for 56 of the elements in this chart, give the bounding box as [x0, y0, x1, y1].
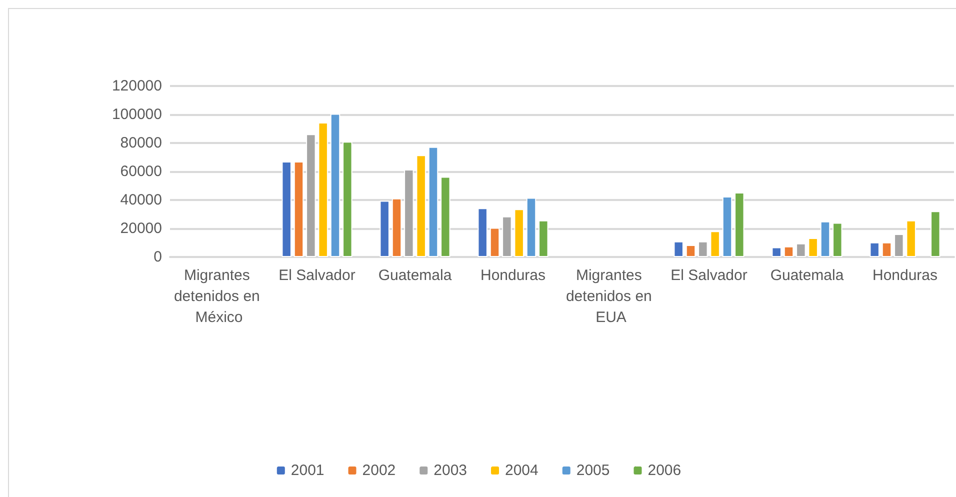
- bar: [538, 220, 548, 257]
- bar: [342, 142, 352, 257]
- x-tick-label: Honduras: [480, 267, 546, 284]
- bar: [294, 162, 304, 257]
- bar: [710, 231, 720, 257]
- bar: [318, 122, 328, 257]
- x-tick-label: El Salvador: [278, 267, 356, 284]
- bar: [686, 245, 696, 257]
- bar: [784, 246, 794, 257]
- bar: [392, 198, 402, 257]
- x-tick-label: Guatemala: [770, 267, 844, 284]
- y-tick-label: 20000: [120, 220, 162, 237]
- bar: [832, 222, 842, 257]
- y-tick-label: 120000: [112, 78, 162, 94]
- bar: [870, 242, 880, 257]
- bar: [882, 242, 892, 257]
- bar: [282, 162, 292, 257]
- bar: [772, 247, 782, 257]
- bar: [380, 200, 390, 257]
- bar: [674, 241, 684, 257]
- bar: [930, 211, 940, 257]
- legend-label: 2005: [576, 462, 610, 479]
- legend-label: 2003: [434, 462, 468, 479]
- bar: [428, 146, 438, 257]
- x-tick-label: Honduras: [872, 267, 938, 284]
- bar: [416, 155, 426, 257]
- x-tick-label: El Salvador: [670, 267, 748, 284]
- bar: [306, 134, 316, 257]
- bar: [698, 241, 708, 257]
- bar: [514, 209, 524, 257]
- y-tick-label: 80000: [120, 134, 162, 152]
- bar: [330, 114, 340, 257]
- bar: [404, 170, 414, 257]
- bar: [502, 216, 512, 257]
- legend-label: 2002: [362, 462, 396, 479]
- bar: [796, 243, 806, 257]
- bar: [526, 198, 536, 257]
- bar: [478, 208, 488, 257]
- bar: [906, 220, 916, 257]
- bar: [722, 196, 732, 257]
- legend-label: 2004: [505, 462, 538, 479]
- bar: [808, 238, 818, 257]
- bar: [820, 221, 830, 257]
- y-tick-label: 40000: [120, 192, 162, 208]
- y-tick-label: 0: [154, 248, 162, 266]
- x-tick-label: Guatemala: [378, 267, 452, 284]
- x-tick-label: Migrantes detenidos en EUA: [566, 267, 656, 326]
- y-tick-label: 100000: [112, 106, 162, 123]
- bar: [894, 234, 904, 257]
- bar: [490, 228, 500, 257]
- bar: [440, 176, 450, 257]
- legend-label: 2001: [290, 462, 324, 479]
- x-tick-label: Migrantes detenidos en México: [174, 267, 264, 326]
- legend-label: 2006: [648, 462, 682, 479]
- y-tick-label: 60000: [120, 163, 162, 180]
- bar: [734, 192, 744, 257]
